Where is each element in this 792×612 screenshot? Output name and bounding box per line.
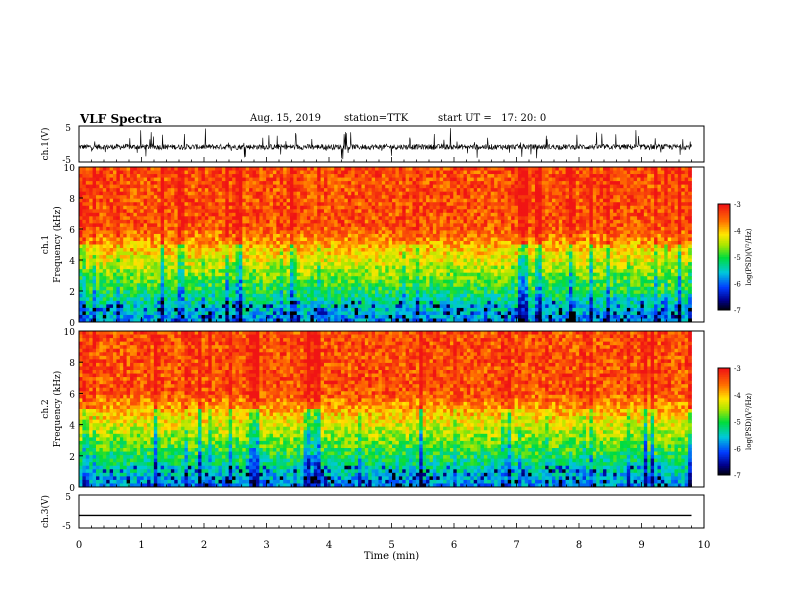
- waveform-line-1: [78, 128, 692, 160]
- xtick-label-1: 1: [138, 540, 144, 551]
- colorbar-tick-2-3: -6: [734, 445, 741, 453]
- x-axis-label: Time (min): [364, 551, 419, 562]
- ytick-label-2-4: 8: [69, 359, 75, 369]
- waveform-frame-1: [78, 125, 705, 163]
- xtick-label-5: 5: [388, 540, 394, 551]
- colorbar-tick-1-3: -6: [734, 281, 741, 289]
- ytick-label-2-5: 10: [64, 328, 76, 338]
- waveform-ylabel-1: ch.1(V): [40, 128, 51, 161]
- date-label: Aug. 15, 2019: [250, 113, 321, 124]
- ytick-label-2-3: 6: [69, 390, 75, 400]
- colorbar-tick-1-0: -3: [734, 201, 741, 209]
- colorbar-tick-2-0: -3: [734, 365, 741, 373]
- xtick-label-3: 3: [263, 540, 269, 551]
- colorbar-2: [718, 368, 730, 476]
- ytick-label-1-2: 4: [69, 257, 75, 267]
- spectrogram-2: [79, 331, 692, 488]
- ytick-label-1-3: 6: [69, 226, 75, 236]
- xtick-label-10: 10: [698, 540, 711, 551]
- ytick-label-1-1: 2: [69, 288, 75, 298]
- ytick-label-2-1: 2: [69, 453, 75, 463]
- freq-axis-label-1: Frequency (kHz): [52, 206, 63, 283]
- colorbar-label-1: log(PSD)(V²/Hz): [745, 228, 753, 285]
- waveform-ytick-3-0: 5: [65, 493, 71, 503]
- waveform-ytick-3-1: -5: [62, 522, 71, 532]
- colorbar-tick-1-2: -5: [734, 254, 741, 262]
- ytick-label-1-5: 10: [64, 164, 76, 174]
- xtick-label-2: 2: [201, 540, 207, 551]
- ytick-label-2-2: 4: [69, 422, 75, 432]
- start-time-label: start UT = 17: 20: 0: [438, 113, 547, 124]
- ytick-label-2-0: 0: [69, 484, 75, 494]
- waveform-ylabel-3: ch.3(V): [40, 495, 51, 528]
- station-label: station=TTK: [344, 113, 409, 124]
- colorbar-tick-1-4: -7: [734, 307, 741, 315]
- panel-label-2: ch.2: [41, 399, 51, 418]
- waveform-ytick-1-0: 5: [65, 124, 71, 134]
- xtick-label-4: 4: [326, 540, 332, 551]
- xtick-label-7: 7: [513, 540, 519, 551]
- xtick-label-6: 6: [451, 540, 457, 551]
- colorbar-frame-1: [717, 203, 731, 311]
- colorbar-tick-2-1: -4: [734, 392, 741, 400]
- colorbar-1: [718, 204, 730, 311]
- xtick-label-9: 9: [638, 540, 644, 551]
- colorbar-label-2: log(PSD)(V²/Hz): [745, 393, 753, 450]
- plot-title: VLF Spectra: [80, 112, 163, 126]
- freq-axis-label-2: Frequency (kHz): [52, 371, 63, 448]
- colorbar-tick-2-2: -5: [734, 419, 741, 427]
- ytick-label-1-0: 0: [69, 319, 75, 329]
- xtick-label-8: 8: [576, 540, 582, 551]
- panel-label-1: ch.1: [41, 235, 51, 254]
- colorbar-tick-2-4: -7: [734, 472, 741, 480]
- ytick-label-1-4: 8: [69, 195, 75, 205]
- xtick-label-0: 0: [76, 540, 82, 551]
- colorbar-frame-2: [717, 367, 731, 476]
- waveform-ytick-1-1: -5: [62, 156, 71, 166]
- colorbar-tick-1-1: -4: [734, 228, 741, 236]
- spectrogram-1: [79, 167, 692, 323]
